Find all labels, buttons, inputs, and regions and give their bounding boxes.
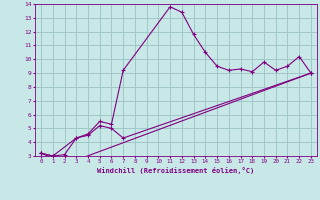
X-axis label: Windchill (Refroidissement éolien,°C): Windchill (Refroidissement éolien,°C) — [97, 167, 255, 174]
